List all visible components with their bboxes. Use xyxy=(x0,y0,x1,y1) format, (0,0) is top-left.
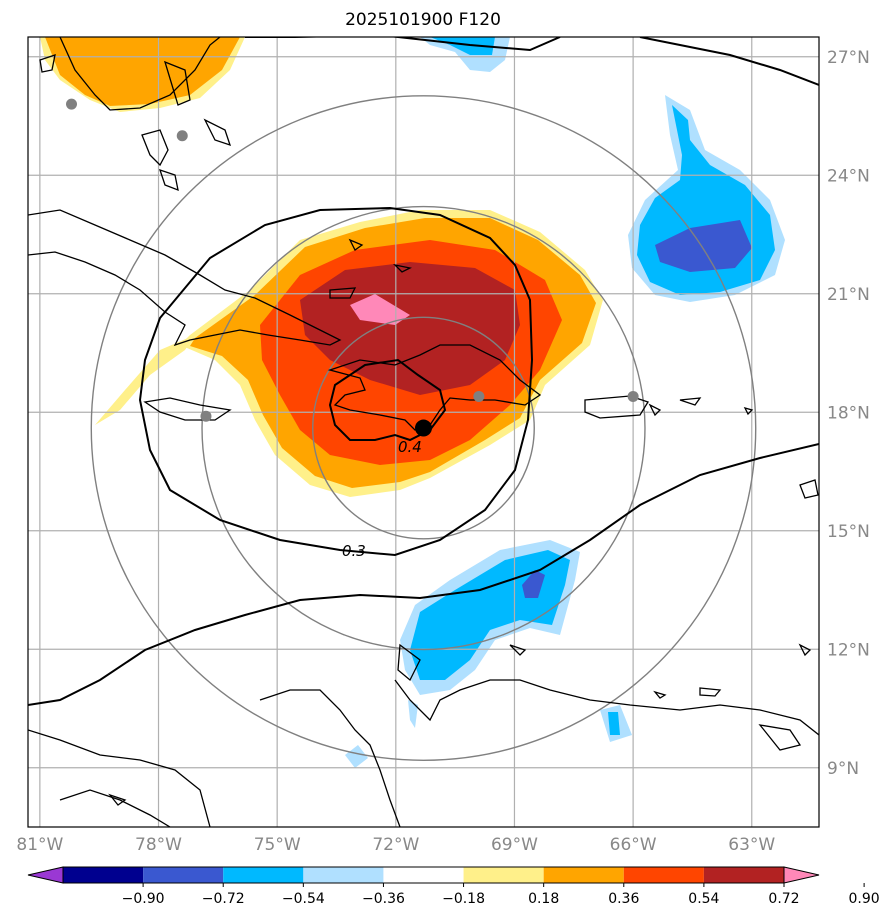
colorbar-tick-label: −0.54 xyxy=(282,891,325,907)
contour-labels: 0.4 0.3 xyxy=(342,438,422,560)
range-ring xyxy=(312,316,535,540)
lon-tick-label: 72°W xyxy=(372,835,419,855)
colorbar-segment xyxy=(543,867,624,883)
plot-frame xyxy=(27,36,820,828)
station-marker xyxy=(176,130,188,142)
lat-tick-label: 24°N xyxy=(827,166,870,186)
longitude-tick-labels: 81°W 78°W 75°W 72°W 69°W 66°W 63°W xyxy=(16,835,775,855)
colorbar-segment xyxy=(223,867,304,883)
station-marker xyxy=(473,390,485,402)
colorbar-tick-label: 0.54 xyxy=(688,891,719,907)
positive-anomaly-fill xyxy=(40,37,603,497)
colorbar-tick-label: 0.18 xyxy=(528,891,559,907)
center-marker xyxy=(415,419,432,437)
colorbar-tick-label: −0.90 xyxy=(122,891,165,907)
colorbar-extend-low xyxy=(27,866,64,884)
colorbar: −0.90 −0.72 −0.54 −0.36 −0.18 0.18 0.36 0.54 0.7… xyxy=(27,866,880,907)
latitude-tick-labels: 27°N 24°N 21°N 18°N 15°N 12°N 9°N xyxy=(827,48,870,779)
colorbar-segment xyxy=(383,867,464,883)
colorbar-tick-label: −0.18 xyxy=(442,891,485,907)
range-ring xyxy=(201,205,646,651)
colorbar-frame xyxy=(62,866,785,884)
colorbar-segment xyxy=(143,867,224,883)
lat-tick-label: 12°N xyxy=(827,640,870,660)
map-title: 2025101900 F120 xyxy=(345,10,501,30)
colorbar-segment xyxy=(463,867,544,883)
lat-tick-label: 18°N xyxy=(827,403,870,423)
range-rings xyxy=(90,95,757,761)
coastlines xyxy=(28,37,819,827)
station-markers xyxy=(66,98,639,437)
station-marker xyxy=(66,98,78,110)
lon-tick-label: 63°W xyxy=(728,835,775,855)
gridlines xyxy=(28,37,819,827)
lon-tick-label: 66°W xyxy=(610,835,657,855)
lat-tick-label: 9°N xyxy=(827,759,859,779)
range-ring xyxy=(90,95,757,761)
colorbar-segment xyxy=(623,867,704,883)
colorbar-segment xyxy=(303,867,384,883)
lon-tick-label: 69°W xyxy=(491,835,538,855)
lat-tick-label: 21°N xyxy=(827,285,870,305)
lon-tick-label: 78°W xyxy=(135,835,182,855)
colorbar-tick-label: 0.72 xyxy=(768,891,799,907)
contour-lines xyxy=(28,37,819,706)
colorbar-tick-label: 0.90 xyxy=(849,891,880,907)
colorbar-segment xyxy=(703,867,784,883)
colorbar-segment xyxy=(63,867,144,883)
lon-tick-label: 75°W xyxy=(254,835,301,855)
lon-tick-label: 81°W xyxy=(16,835,63,855)
colorbar-tick-label: 0.36 xyxy=(608,891,639,907)
negative-anomaly-fill xyxy=(345,37,785,768)
colorbar-tick-label: −0.72 xyxy=(202,891,245,907)
map-plot-area: 0.4 0.3 xyxy=(28,37,819,827)
station-marker xyxy=(627,390,639,402)
colorbar-extend-high xyxy=(783,866,820,884)
contour-north xyxy=(245,37,561,52)
lat-tick-label: 15°N xyxy=(827,522,870,542)
station-marker xyxy=(200,410,212,422)
colorbar-tick-label: −0.36 xyxy=(362,891,405,907)
lat-tick-label: 27°N xyxy=(827,48,870,68)
contour-south xyxy=(28,443,819,706)
contour-0.3 xyxy=(138,206,534,557)
contour-label-0.3: 0.3 xyxy=(342,542,366,560)
contour-label-0.4: 0.4 xyxy=(398,438,422,456)
